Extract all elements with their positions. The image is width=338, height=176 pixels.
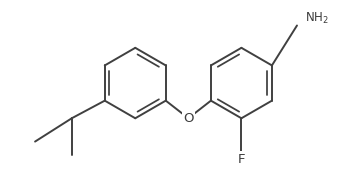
Text: O: O	[183, 112, 194, 125]
Text: NH$_2$: NH$_2$	[305, 11, 329, 26]
Text: F: F	[238, 153, 245, 166]
